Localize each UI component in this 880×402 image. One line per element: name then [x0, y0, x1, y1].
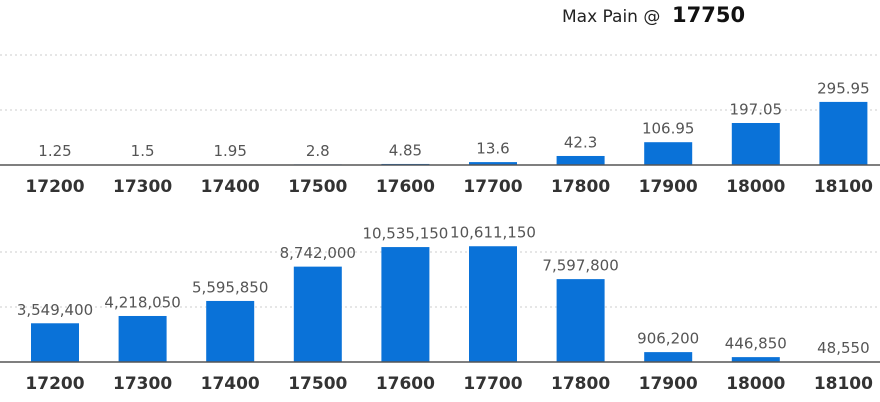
value-label: 106.95: [642, 120, 695, 138]
x-tick-label: 17700: [463, 374, 522, 394]
x-tick-label: 17400: [201, 374, 260, 394]
value-label: 3,549,400: [17, 301, 93, 319]
x-tick-label: 17900: [639, 374, 698, 394]
value-label: 13.6: [476, 140, 509, 158]
x-tick-label: 17300: [113, 374, 172, 394]
bar: [469, 246, 517, 362]
x-tick-label: 18000: [726, 177, 785, 197]
max-pain-value: 17750: [672, 3, 745, 27]
value-label: 42.3: [564, 133, 597, 151]
x-tick-label: 17300: [113, 177, 172, 197]
value-label: 197.05: [730, 100, 783, 118]
x-tick-label: 17200: [25, 374, 84, 394]
x-tick-label: 17200: [25, 177, 84, 197]
bar: [31, 323, 79, 362]
x-tick-label: 18100: [814, 177, 873, 197]
value-label: 1.25: [38, 142, 71, 160]
bar: [731, 357, 780, 362]
max-pain-label: Max Pain @: [562, 7, 660, 27]
bar: [731, 122, 780, 165]
bar: [381, 247, 430, 362]
value-label: 7,597,800: [542, 257, 618, 275]
value-label: 4,218,050: [104, 293, 180, 311]
value-label: 906,200: [637, 330, 699, 348]
x-tick-label: 17600: [376, 177, 435, 197]
bar: [819, 101, 868, 165]
value-label: 4.85: [389, 141, 422, 159]
value-label: 10,611,150: [450, 224, 536, 242]
bar: [556, 155, 605, 165]
bar: [293, 266, 342, 362]
bar: [469, 162, 517, 165]
bar: [644, 352, 693, 362]
x-tick-label: 17400: [201, 177, 260, 197]
value-label: 48,550: [817, 339, 870, 357]
x-tick-label: 17800: [551, 374, 610, 394]
value-label: 446,850: [725, 335, 787, 353]
value-label: 5,595,850: [192, 278, 268, 296]
bar: [644, 142, 693, 165]
value-label: 2.8: [306, 142, 330, 160]
value-label: 1.5: [131, 142, 155, 160]
bar: [556, 279, 605, 362]
x-tick-label: 17500: [288, 374, 347, 394]
bar: [206, 300, 255, 362]
x-tick-label: 17500: [288, 177, 347, 197]
x-tick-label: 17900: [639, 177, 698, 197]
value-label: 8,742,000: [280, 244, 356, 262]
bar: [118, 315, 167, 362]
x-tick-label: 17800: [551, 177, 610, 197]
x-tick-label: 17700: [463, 177, 522, 197]
value-label: 1.95: [213, 142, 246, 160]
value-label: 295.95: [817, 79, 870, 97]
x-tick-label: 17600: [376, 374, 435, 394]
x-tick-label: 18000: [726, 374, 785, 394]
x-tick-label: 18100: [814, 374, 873, 394]
value-label: 10,535,150: [362, 225, 448, 243]
